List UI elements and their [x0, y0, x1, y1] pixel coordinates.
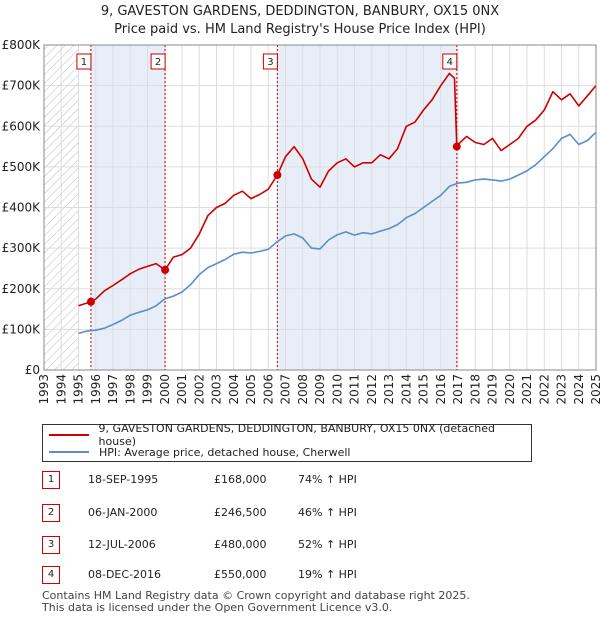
- transaction-date: 08-DEC-2016: [88, 568, 162, 581]
- transaction-number: 2: [42, 504, 60, 522]
- transaction-number: 4: [42, 566, 60, 584]
- x-tick-label: 2007: [279, 374, 293, 405]
- transaction-label-box: [76, 53, 92, 70]
- x-tick-label: 1997: [106, 374, 120, 405]
- x-tick-label: 2003: [210, 374, 224, 405]
- transaction-row: 2 06-JAN-2000 £246,500 46% ↑ HPI: [42, 504, 442, 524]
- x-tick-label: 2015: [417, 374, 431, 405]
- transaction-label: 4: [447, 57, 453, 68]
- transaction-label-box: [442, 53, 458, 70]
- chart-subtitle: Price paid vs. HM Land Registry's House …: [114, 22, 486, 37]
- transaction-label: 1: [81, 57, 87, 68]
- transaction-price: £550,000: [214, 568, 267, 581]
- y-tick-label: £800K: [2, 38, 42, 52]
- x-tick-label: 1999: [141, 374, 155, 405]
- legend-label-property: 9, GAVESTON GARDENS, DEDDINGTON, BANBURY…: [98, 422, 495, 448]
- price-chart: 1 2 3 4 £0 £100K £200K £300K £400K £500K £600K £70…: [2, 38, 600, 405]
- legend-label-hpi: HPI: Average price, detached house, Cher…: [99, 445, 351, 459]
- y-tick-label: £500K: [2, 160, 42, 174]
- y-tick-label: £200K: [2, 282, 42, 296]
- series-line-property: [78, 72, 597, 307]
- x-tick-label: 1996: [89, 374, 103, 405]
- x-tick-label: 2017: [451, 374, 465, 405]
- legend-swatch-property: [49, 434, 89, 436]
- x-tick-label: 2019: [486, 374, 500, 405]
- y-tick-label: £600K: [2, 119, 42, 133]
- x-tick-label: 1998: [123, 374, 137, 405]
- transaction-row: 1 18-SEP-1995 £168,000 74% ↑ HPI: [42, 471, 442, 491]
- transaction-number: 1: [42, 471, 60, 489]
- x-tick-label: 2011: [348, 374, 362, 405]
- legend-item-property: 9, GAVESTON GARDENS, DEDDINGTON, BANBURY…: [49, 422, 531, 448]
- plot-border: [43, 44, 597, 371]
- x-tick-label: 2025: [589, 374, 600, 405]
- footer-copyright: Contains HM Land Registry data © Crown c…: [42, 589, 470, 602]
- x-tick-label: 2021: [520, 374, 534, 405]
- footer: Contains HM Land Registry data © Crown c…: [42, 590, 470, 614]
- y-tick-label: £300K: [2, 241, 42, 255]
- x-tick-label: 2014: [399, 374, 413, 405]
- x-tick-label: 2001: [175, 374, 189, 405]
- x-tick-label: 2022: [537, 374, 551, 405]
- x-tick-label: 2023: [555, 374, 569, 405]
- x-tick-label: 2004: [227, 374, 241, 405]
- series-line-hpi: [78, 131, 597, 335]
- x-tick-label: 2005: [244, 374, 258, 405]
- transaction-date: 18-SEP-1995: [88, 473, 159, 486]
- transaction-price: £480,000: [214, 538, 267, 551]
- x-tick-label: 2006: [261, 374, 275, 405]
- transaction-label: 2: [155, 57, 161, 68]
- transaction-price: £168,000: [214, 473, 267, 486]
- transaction-date: 06-JAN-2000: [88, 506, 158, 519]
- x-tick-label: 2000: [158, 374, 172, 405]
- x-tick-label: 2010: [330, 374, 344, 405]
- x-tick-label: 1993: [37, 374, 51, 405]
- x-tick-label: 2016: [434, 374, 448, 405]
- legend: 9, GAVESTON GARDENS, DEDDINGTON, BANBURY…: [42, 422, 532, 462]
- legend-item-hpi: HPI: Average price, detached house, Cher…: [49, 444, 350, 460]
- x-tick-label: 2024: [572, 374, 586, 405]
- transaction-price: £246,500: [214, 506, 267, 519]
- y-tick-label: £0: [25, 363, 40, 377]
- transaction-point: [161, 265, 170, 274]
- x-tick-label: 2020: [503, 374, 517, 405]
- y-tick-label: £700K: [2, 79, 42, 93]
- transaction-point: [86, 297, 95, 306]
- transaction-number: 3: [42, 536, 60, 554]
- x-tick-label: 2013: [382, 374, 396, 405]
- x-tick-label: 2009: [313, 374, 327, 405]
- x-tick-label: 2002: [192, 374, 206, 405]
- y-tick-label: £100K: [2, 322, 42, 336]
- chart-title: 9, GAVESTON GARDENS, DEDDINGTON, BANBURY…: [100, 4, 500, 19]
- transaction-date: 12-JUL-2006: [88, 538, 156, 551]
- x-tick-label: 1995: [72, 374, 86, 405]
- transaction-point: [452, 142, 461, 151]
- x-tick-label: 1994: [54, 374, 68, 405]
- footer-licence: This data is licensed under the Open Gov…: [42, 601, 393, 614]
- transaction-point: [273, 171, 282, 179]
- transaction-label-box: [150, 53, 166, 70]
- transaction-hpi: 52% ↑ HPI: [298, 538, 357, 551]
- transaction-label: 3: [267, 57, 273, 68]
- transaction-label-box: [262, 53, 278, 70]
- transaction-row: 4 08-DEC-2016 £550,000 19% ↑ HPI: [42, 566, 442, 586]
- x-tick-label: 2018: [468, 374, 482, 405]
- legend-swatch-hpi: [49, 451, 89, 453]
- y-tick-label: £400K: [2, 201, 42, 215]
- x-tick-label: 2008: [296, 374, 310, 405]
- transaction-hpi: 19% ↑ HPI: [298, 568, 357, 581]
- x-tick-label: 2012: [365, 374, 379, 405]
- transaction-hpi: 74% ↑ HPI: [298, 473, 357, 486]
- transaction-hpi: 46% ↑ HPI: [298, 506, 357, 519]
- transaction-row: 3 12-JUL-2006 £480,000 52% ↑ HPI: [42, 536, 442, 556]
